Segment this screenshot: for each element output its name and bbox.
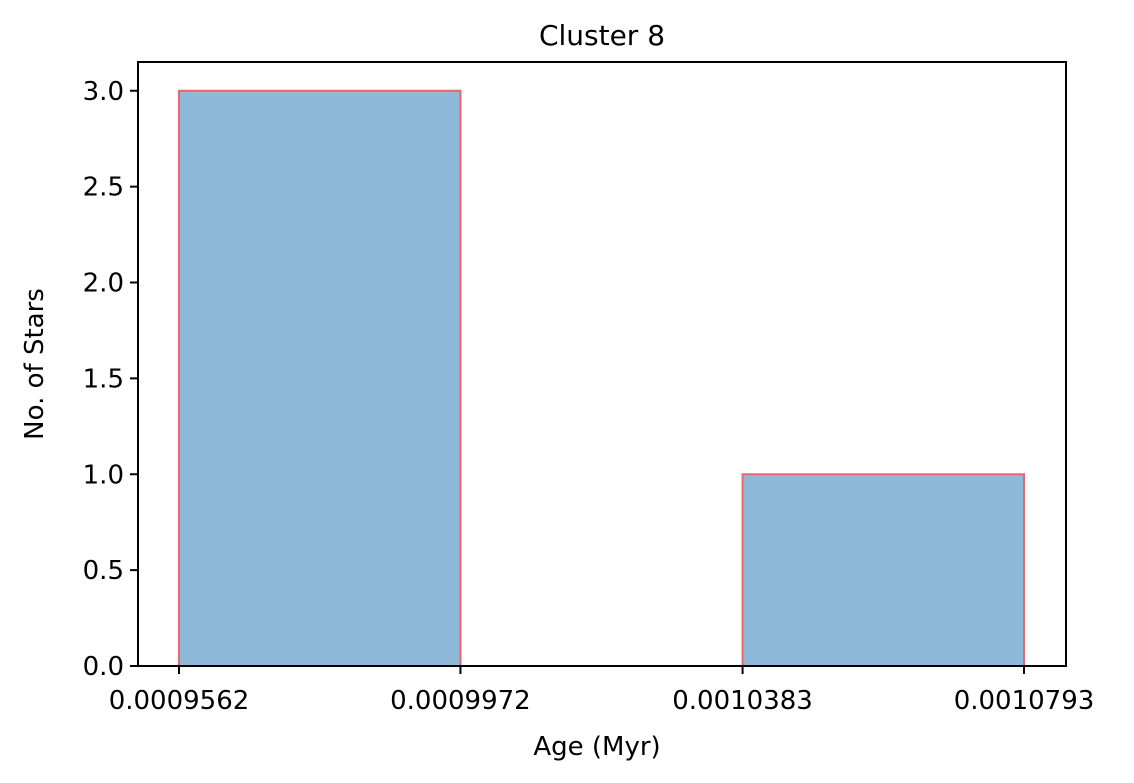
chart-title: Cluster 8 [539, 19, 665, 52]
x-tick-label: 0.0009562 [109, 686, 250, 716]
x-tick-label: 0.0009972 [390, 686, 531, 716]
x-axis-label: Age (Myr) [533, 732, 660, 762]
plot-frame [137, 61, 1067, 667]
y-tick-label: 1.5 [83, 364, 124, 394]
x-tick-label: 0.0010793 [954, 686, 1095, 716]
y-tick-label: 0.0 [83, 652, 124, 682]
y-tick-label: 1.0 [83, 460, 124, 490]
x-tick-label: 0.0010383 [672, 686, 813, 716]
y-tick-label: 3.0 [83, 77, 124, 107]
y-tick-label: 2.0 [83, 269, 124, 299]
y-tick-label: 2.5 [83, 173, 124, 203]
y-axis-label: No. of Stars [20, 288, 50, 440]
bars-group [178, 89, 1025, 667]
histogram-bar-2 [741, 473, 1025, 667]
histogram-bar-0 [178, 89, 462, 667]
x-axis-ticks: 0.0009562 0.0009972 0.0010383 0.0010793 [109, 666, 1095, 716]
y-tick-label: 0.5 [83, 556, 124, 586]
y-axis-ticks: 0.0 0.5 1.0 1.5 2.0 2.5 3.0 [83, 77, 138, 682]
